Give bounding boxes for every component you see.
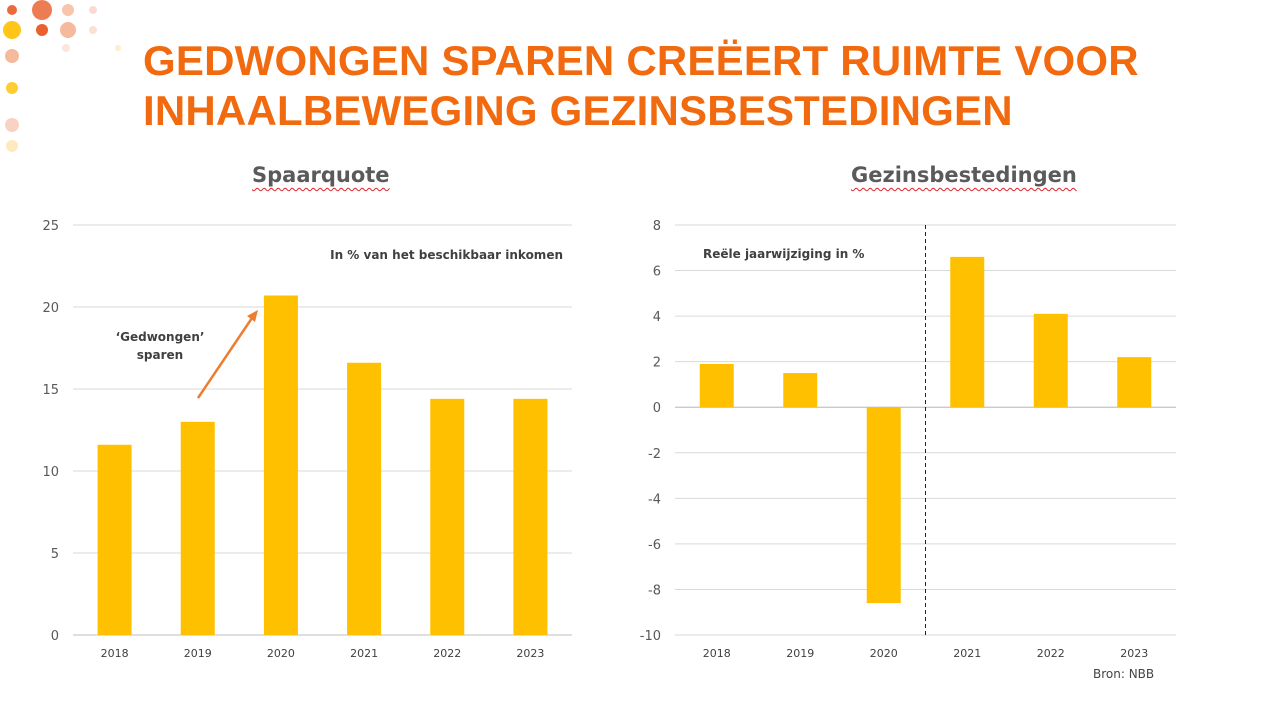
y-tick-label: 20: [42, 301, 59, 316]
x-tick-label: 2018: [703, 647, 731, 660]
slide-title: GEDWONGEN SPAREN CREËERT RUIMTE VOOR INH…: [143, 36, 1243, 136]
bar-2021: [347, 362, 382, 635]
bar-2022: [430, 398, 465, 635]
y-tick-label: 15: [42, 383, 59, 398]
chart-annotation: In % van het beschikbaar inkomen: [330, 248, 563, 262]
callout-line-2: sparen: [137, 348, 183, 362]
x-tick-label: 2019: [184, 647, 212, 660]
x-tick-label: 2020: [870, 647, 898, 660]
bar-2018: [699, 363, 734, 408]
x-tick-label: 2019: [786, 647, 814, 660]
y-tick-label: 5: [51, 547, 59, 562]
y-tick-label: 4: [653, 310, 661, 325]
callout-arrow-shaft: [196, 317, 254, 399]
bar-2021: [950, 256, 985, 408]
chart-title-spaarquote: Spaarquote: [252, 163, 390, 187]
bar-2019: [783, 373, 818, 408]
y-tick-label: -6: [648, 538, 661, 553]
chart-annotation: Reële jaarwijziging in %: [703, 247, 864, 261]
chart-title-gezinsbestedingen: Gezinsbestedingen: [851, 163, 1077, 187]
bar-2020: [263, 295, 298, 635]
y-tick-label: 0: [51, 629, 59, 644]
bar-2023: [1117, 357, 1152, 408]
y-tick-label: 0: [653, 401, 661, 416]
y-tick-label: 2: [653, 356, 661, 371]
source-note: Bron: NBB: [1093, 667, 1155, 681]
slide-title-line-1: GEDWONGEN SPAREN CREËERT RUIMTE VOOR: [143, 37, 1139, 84]
x-tick-label: 2021: [350, 647, 378, 660]
x-tick-label: 2023: [516, 647, 544, 660]
bar-2018: [97, 444, 132, 635]
bar-2022: [1033, 313, 1068, 408]
slide-title-line-2: INHAALBEWEGING GEZINSBESTEDINGEN: [143, 87, 1013, 134]
bar-2023: [513, 398, 548, 635]
y-tick-label: -10: [640, 629, 661, 644]
y-tick-label: -4: [648, 492, 661, 507]
callout-arrow-head: [247, 310, 258, 322]
y-tick-label: 10: [42, 465, 59, 480]
y-tick-label: 6: [653, 265, 661, 280]
x-tick-label: 2018: [101, 647, 129, 660]
y-tick-label: 25: [42, 219, 59, 234]
callout-line-1: ‘Gedwongen’: [116, 330, 205, 344]
bar-2019: [180, 421, 215, 635]
x-tick-label: 2022: [433, 647, 461, 660]
y-tick-label: -8: [648, 583, 661, 598]
decorative-dots: [3, 0, 121, 152]
y-tick-label: -2: [648, 447, 661, 462]
bar-2020: [866, 407, 901, 604]
x-tick-label: 2023: [1120, 647, 1148, 660]
y-tick-label: 8: [653, 219, 661, 234]
x-tick-label: 2022: [1037, 647, 1065, 660]
spaarquote-chart: 0 5 10 15 20 25 2018 2019 2020 2021 2022 2023 In % v…: [42, 219, 572, 660]
x-tick-label: 2021: [953, 647, 981, 660]
x-tick-label: 2020: [267, 647, 295, 660]
